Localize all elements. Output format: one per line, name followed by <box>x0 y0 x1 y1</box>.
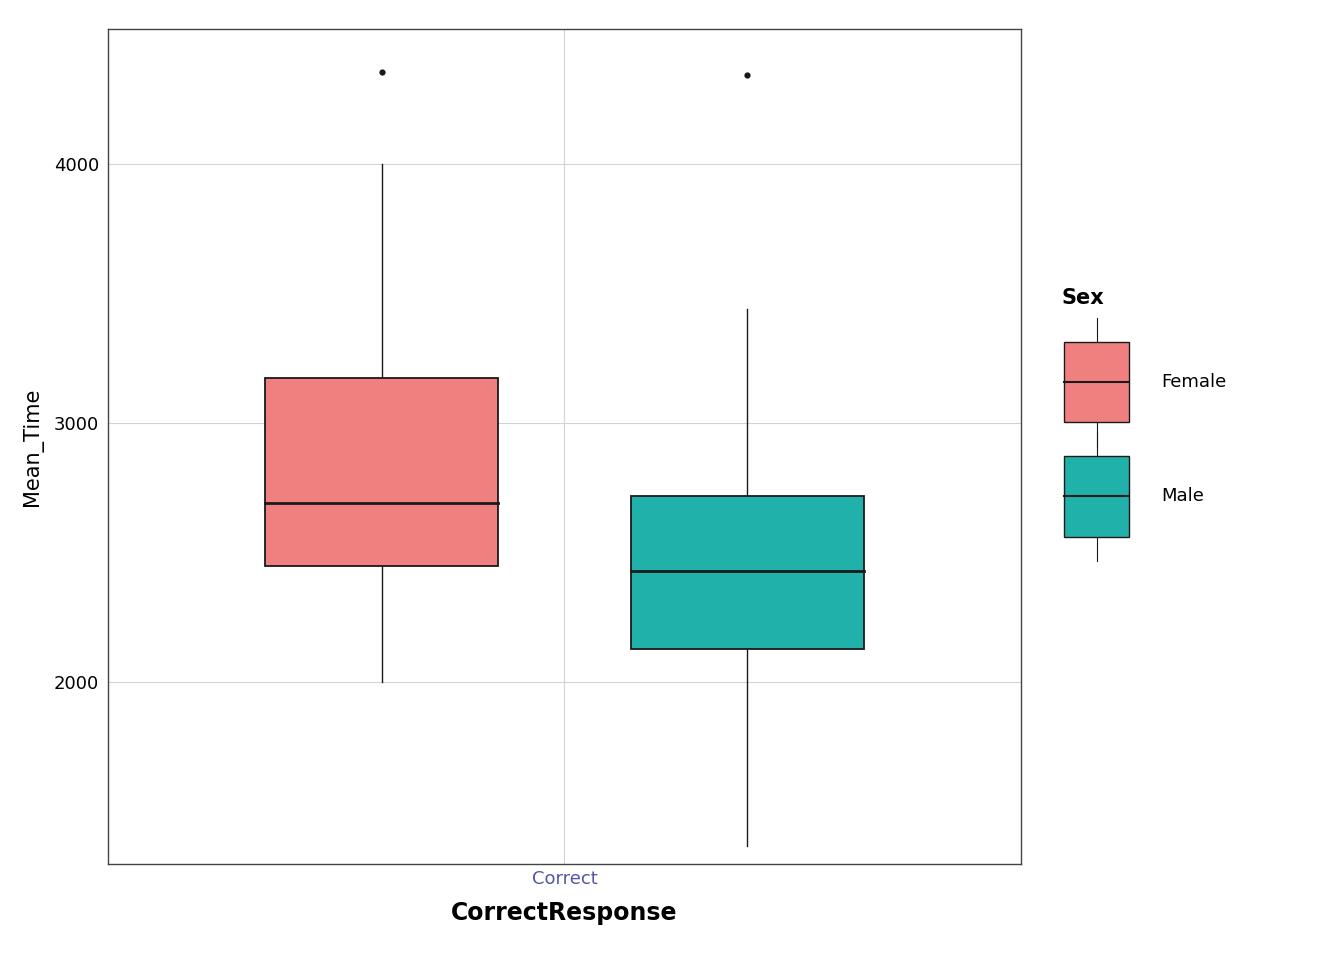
Text: Female: Female <box>1161 373 1227 391</box>
Bar <box>265 377 499 565</box>
Text: Male: Male <box>1161 488 1204 505</box>
Text: Sex: Sex <box>1062 288 1105 308</box>
Y-axis label: Mean_Time: Mean_Time <box>22 387 43 506</box>
Bar <box>630 495 864 649</box>
X-axis label: CorrectResponse: CorrectResponse <box>452 901 677 925</box>
